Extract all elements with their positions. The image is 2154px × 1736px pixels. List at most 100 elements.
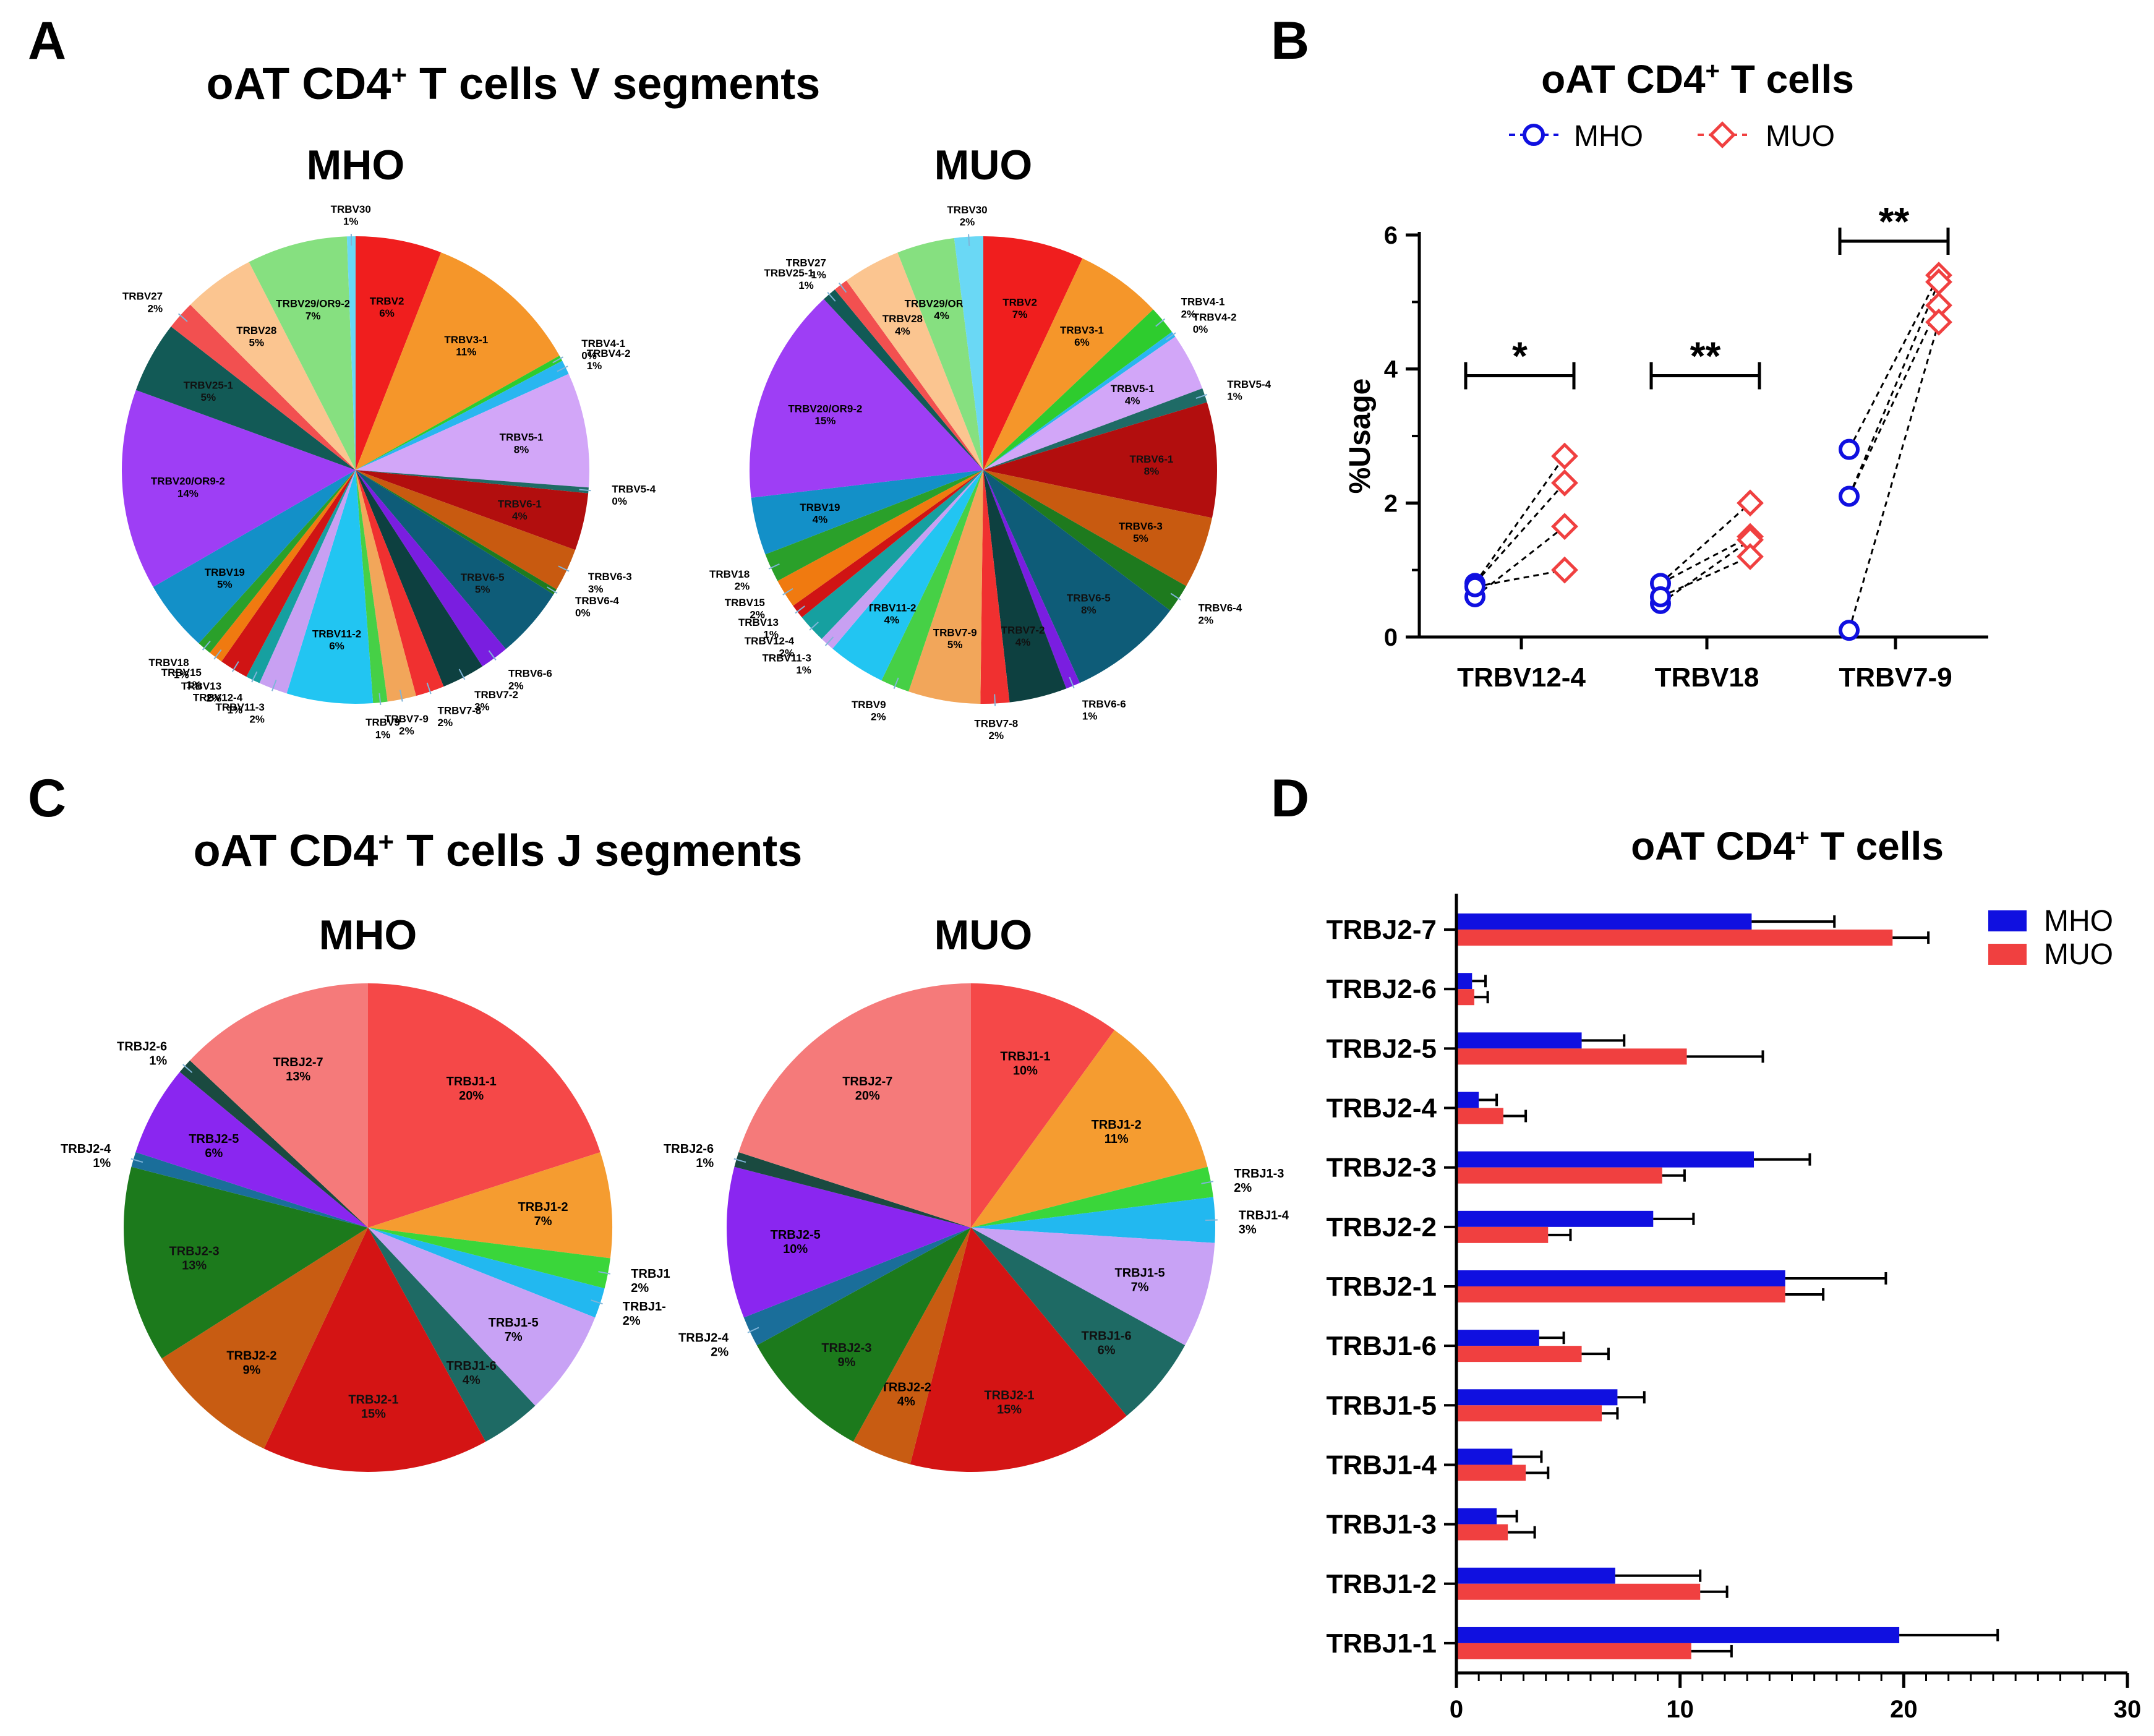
pie-slice-percent: 4% — [897, 1395, 915, 1408]
x-tick-label: 10 — [1666, 1696, 1694, 1723]
pie-slice-percent: 2% — [623, 1314, 641, 1328]
legend-muo-label: MUO — [2044, 938, 2113, 971]
pie-slice-trbv6-3 — [356, 470, 576, 590]
pie-slice-percent: 11% — [456, 346, 476, 357]
pie-slice-trbj2-3 — [756, 1228, 971, 1442]
pie-slice-name: TRBJ1-4 — [1239, 1208, 1289, 1222]
pie-slice-trbv28 — [846, 252, 983, 470]
pie-slice-label: TRBJ1-3 2% — [1234, 1167, 1284, 1195]
pie-slice-label: TRBJ1-5 7% — [1115, 1266, 1165, 1294]
pie-slice-trbv6-4 — [356, 470, 557, 595]
pie-slice-label: TRBV11-3 2% — [216, 701, 265, 725]
pie-slice-trbj2-1 — [263, 1228, 486, 1472]
pie-slice-label: TRBV2 6% — [370, 296, 404, 320]
pie-leader-line — [213, 649, 222, 660]
pie-slice-label: TRBV12-4 2% — [745, 635, 795, 659]
pie-leader-line — [1155, 318, 1166, 327]
pie-slice-name: TRBV29/OR9-2 — [276, 298, 350, 310]
pie-slice-label: TRBV29/OR9-2 7% — [276, 298, 350, 322]
pie-slice-label: TRBV19 5% — [205, 567, 245, 591]
pie-slice-percent: 2% — [631, 1281, 649, 1295]
pie-slice-trbj2-6 — [179, 1060, 368, 1228]
pie-slice-label: TRBJ1-6 6% — [1082, 1329, 1132, 1357]
pie-slice-trbv5-1 — [356, 374, 589, 488]
pie-slice-label: TRBV9 2% — [852, 699, 886, 723]
pie-leader-line — [893, 677, 899, 689]
pie-slice-trbv30 — [346, 236, 356, 470]
mho-point — [1839, 620, 1860, 641]
pie-slice-name: TRBJ2-6 — [117, 1040, 167, 1054]
significance-stars: * — [1512, 334, 1528, 378]
pair-line — [1659, 502, 1751, 584]
pie-slice-label: TRBV28 4% — [883, 313, 923, 337]
pie-slice-label: TRBV6-4 0% — [575, 595, 619, 619]
y-category-label: TRBJ1-5 — [1327, 1390, 1437, 1421]
pie-slice-trbv7-9 — [356, 470, 416, 702]
pie-slice-percent: 3% — [474, 701, 490, 713]
pie-slice-label: TRBJ2-1 15% — [348, 1393, 398, 1421]
pie-slice-percent: 11% — [1105, 1132, 1129, 1146]
pie-slice-label: TRBV6-6 2% — [508, 668, 552, 692]
y-category-label: TRBJ1-3 — [1327, 1510, 1437, 1540]
pie-slice-name: TRBJ1- — [623, 1300, 666, 1314]
pie-slice-percent: 2% — [779, 648, 795, 659]
pie-slice-percent: 4% — [895, 325, 910, 337]
pie-slice-percent: 15% — [997, 1403, 1022, 1417]
pie-slice-percent: 5% — [1133, 532, 1148, 544]
pie-slice-trbv5-4 — [983, 388, 1207, 470]
pie-slice-label: TRBV7-2 3% — [474, 689, 518, 713]
pie-slice-percent: 1% — [798, 280, 814, 291]
pie-slice-label: TRBV18 2% — [709, 568, 750, 592]
pie-leader-line — [426, 682, 432, 695]
pie-slice-percent: 9% — [242, 1363, 260, 1377]
pie-slice-percent: 15% — [361, 1407, 386, 1421]
pie-slice-name: TRBV11-2 — [312, 628, 361, 639]
pie-slice-trbj1-4 — [971, 1197, 1216, 1243]
y-category-label: TRBJ1-6 — [1327, 1331, 1437, 1361]
pie-slice-trbv6-6 — [983, 470, 1080, 689]
pie-slice-percent: 2% — [249, 714, 265, 725]
pie-slice-percent: 1% — [796, 664, 811, 676]
mho-point — [1839, 438, 1860, 460]
pie-slice-percent: 1% — [174, 669, 189, 681]
pie-slice-percent: 0% — [612, 495, 627, 507]
y-tick-label: 4 — [1384, 356, 1398, 383]
pie-slice-trbv6-6 — [356, 470, 506, 667]
pie-slice-percent: 2% — [711, 1345, 729, 1359]
pair-line — [1474, 455, 1566, 584]
pie-leader-line — [177, 313, 188, 322]
pie-slice-percent: 13% — [286, 1070, 310, 1084]
pie-slice-name: TRBV7-2 — [474, 689, 518, 701]
pie-slice-percent: 2% — [989, 730, 1004, 742]
pie-slice-trbj1-5 — [971, 1228, 1215, 1346]
x-tick-label: 30 — [2114, 1696, 2142, 1723]
bar-mho — [1456, 1508, 1497, 1524]
pie-slice-trbj2-4 — [131, 1152, 368, 1228]
muo-point — [1551, 513, 1578, 541]
bar-mho — [1456, 973, 1472, 990]
pie-slice-trbv6-1 — [356, 470, 589, 550]
pair-line — [1848, 305, 1940, 497]
pair-line — [1660, 539, 1751, 605]
pie-slice-label: TRBJ2-1 15% — [984, 1389, 1034, 1417]
pair-line — [1660, 536, 1751, 584]
pie-leader-line — [488, 650, 497, 661]
pie-slice-label: TRBJ1-1 20% — [447, 1075, 497, 1103]
pie-slice-trbj1-6 — [971, 1228, 1186, 1416]
pie-slice-label: TRBV11-3 1% — [763, 652, 811, 676]
bar-muo — [1456, 1405, 1602, 1422]
pie-slice-percent: 2% — [148, 302, 163, 314]
pie-slice-trbv25-1 — [135, 327, 356, 470]
pie-slice-label: TRBV6-3 5% — [1119, 521, 1163, 545]
pie-slice-trbv4-1 — [983, 309, 1172, 470]
x-tick-label: 0 — [1450, 1696, 1463, 1723]
bar-mho — [1456, 1627, 1900, 1643]
pie-slice-trbj2-1 — [910, 1228, 1127, 1472]
significance-stars: ** — [1690, 334, 1721, 378]
pie-slice-trbv18 — [765, 470, 983, 581]
pie-slice-name: TRBJ1-6 — [447, 1359, 497, 1373]
panel-c-title: oAT CD4+ T cells J segments — [194, 826, 803, 876]
pie-slice-trbv2 — [356, 236, 442, 470]
bar-mho — [1456, 913, 1752, 930]
